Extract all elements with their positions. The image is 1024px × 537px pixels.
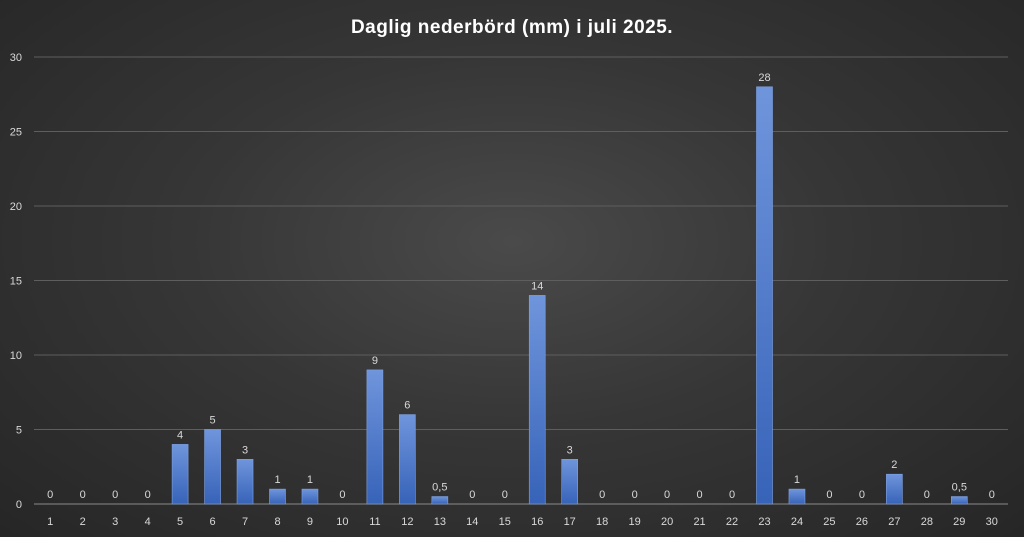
data-label: 9: [372, 355, 378, 367]
data-label: 0: [502, 489, 508, 501]
x-tick-label: 8: [274, 516, 280, 528]
x-tick-label: 28: [921, 516, 933, 528]
data-label: 6: [404, 400, 410, 412]
bar: [204, 429, 221, 505]
y-tick-label: 10: [10, 350, 22, 362]
x-tick-label: 23: [758, 516, 770, 528]
x-tick-label: 3: [112, 516, 118, 528]
bar: [171, 444, 189, 505]
x-tick-label: 15: [499, 516, 511, 528]
data-label: 28: [758, 72, 770, 84]
data-label: 4: [177, 429, 183, 441]
data-label: 2: [891, 459, 897, 471]
data-label: 1: [274, 474, 280, 486]
data-label: 1: [307, 474, 313, 486]
x-tick-label: 29: [953, 516, 965, 528]
x-tick-label: 17: [564, 516, 576, 528]
y-tick-label: 0: [16, 499, 22, 511]
gridlines: [34, 56, 1008, 505]
x-tick-label: 21: [693, 516, 705, 528]
bars: [171, 86, 968, 505]
data-label: 0: [924, 489, 930, 501]
bar: [399, 414, 416, 505]
x-tick-label: 20: [661, 516, 673, 528]
x-tick-label: 12: [401, 516, 413, 528]
x-tick-label: 10: [336, 516, 348, 528]
y-tick-label: 25: [10, 127, 22, 139]
bar: [269, 488, 286, 505]
y-tick-label: 15: [10, 276, 22, 288]
x-tick-label: 19: [629, 516, 641, 528]
bar: [528, 295, 546, 505]
data-label: 0: [989, 489, 995, 501]
data-label: 0: [729, 489, 735, 501]
x-tick-label: 24: [791, 516, 803, 528]
data-label: 3: [242, 444, 248, 456]
data-label: 0: [632, 489, 638, 501]
data-label: 0: [599, 489, 605, 501]
x-tick-label: 5: [177, 516, 183, 528]
data-label: 1: [794, 474, 800, 486]
bar: [561, 458, 579, 505]
x-tick-label: 13: [434, 516, 446, 528]
data-label: 0: [80, 489, 86, 501]
data-label: 0: [697, 489, 703, 501]
x-tick-label: 11: [369, 516, 380, 528]
data-label: 0,5: [952, 482, 967, 494]
x-axis-ticks: 1 2 3 4 5 6 7 8 9 10 11 12 13 14 15 16 17 18 19 20 21 22 23 24 2…: [47, 516, 998, 528]
y-tick-label: 20: [10, 201, 22, 213]
bar: [756, 86, 773, 505]
x-tick-label: 14: [466, 516, 478, 528]
x-tick-label: 30: [986, 516, 998, 528]
bar: [788, 488, 806, 505]
x-tick-label: 25: [823, 516, 835, 528]
x-tick-label: 1: [47, 516, 53, 528]
x-tick-label: 18: [596, 516, 608, 528]
x-tick-label: 7: [242, 516, 248, 528]
data-label: 5: [210, 415, 216, 427]
y-axis-ticks: 0 5 10 15 20 25 30: [10, 52, 22, 511]
bar: [301, 488, 319, 505]
x-tick-label: 26: [856, 516, 868, 528]
y-tick-label: 5: [16, 425, 22, 437]
bar: [236, 458, 254, 505]
data-label: 0: [664, 489, 670, 501]
bar: [886, 473, 903, 505]
data-label: 0: [469, 489, 475, 501]
x-tick-label: 27: [888, 516, 900, 528]
x-tick-label: 2: [80, 516, 86, 528]
bar: [431, 496, 449, 505]
data-label: 0: [112, 489, 118, 501]
data-label: 3: [567, 444, 573, 456]
data-labels: 0 0 0 0 4 5 3 1 1 0 9 6 0,5 0 0 14 3 0 0 0 0 0 28 1 0 0 2 0 0,5 0: [47, 72, 995, 501]
data-label: 0: [145, 489, 151, 501]
x-tick-label: 22: [726, 516, 738, 528]
bar: [366, 369, 384, 505]
x-tick-label: 9: [307, 516, 313, 528]
data-label: 0: [859, 489, 865, 501]
data-label: 14: [531, 280, 543, 292]
x-tick-label: 4: [145, 516, 151, 528]
x-tick-label: 6: [210, 516, 216, 528]
data-label: 0: [47, 489, 53, 501]
data-label: 0: [826, 489, 832, 501]
y-tick-label: 30: [10, 52, 22, 64]
bar: [950, 496, 968, 505]
x-tick-label: 16: [531, 516, 543, 528]
data-label: 0,5: [432, 482, 447, 494]
chart-title: Daglig nederbörd (mm) i juli 2025.: [351, 17, 673, 38]
data-label: 0: [339, 489, 345, 501]
